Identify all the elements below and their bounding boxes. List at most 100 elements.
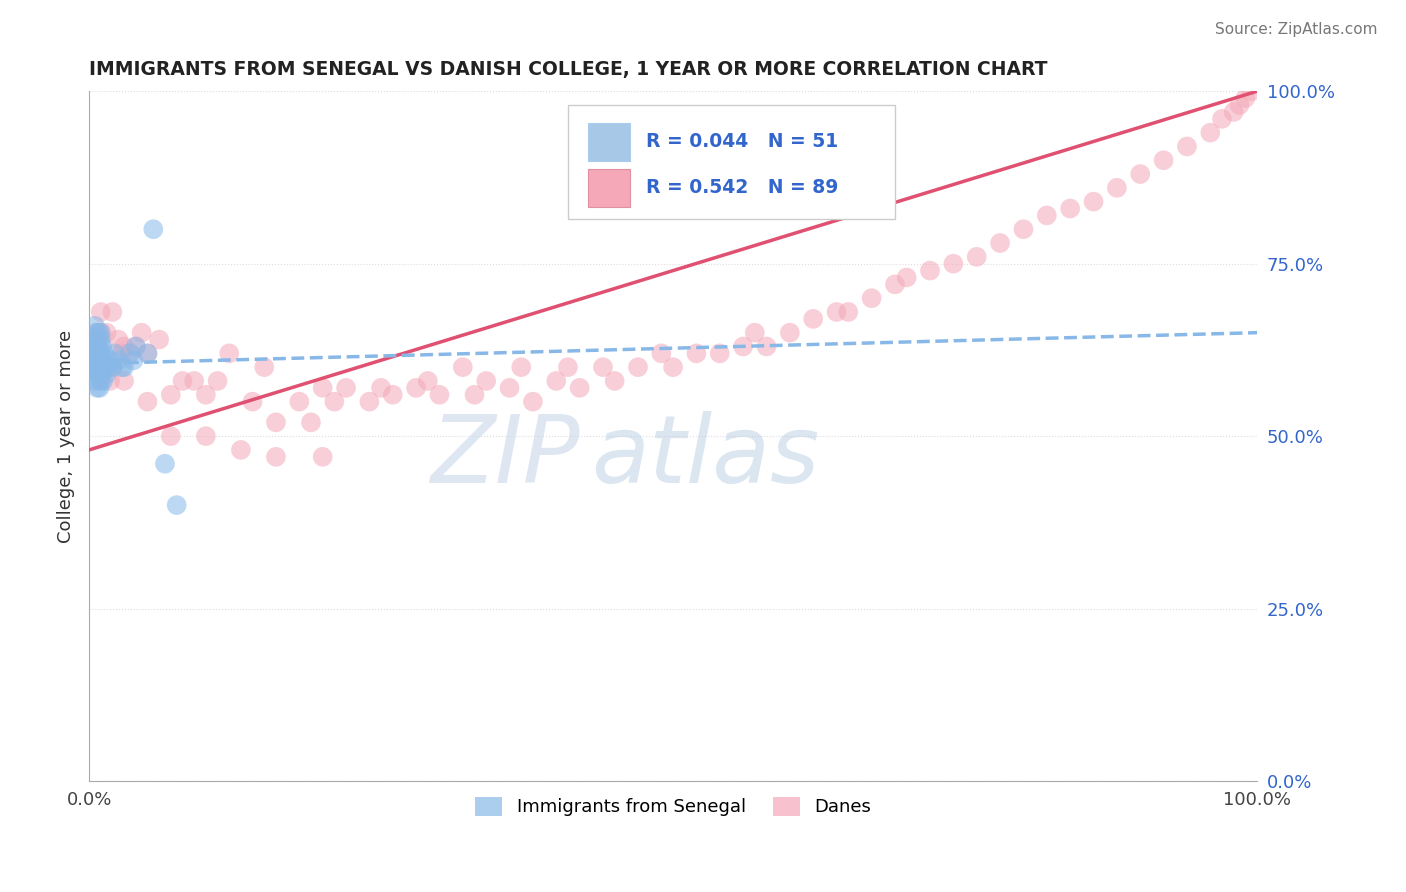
Point xyxy=(89,346,111,360)
Point xyxy=(405,381,427,395)
Point xyxy=(1222,105,1244,120)
Point xyxy=(1105,181,1128,195)
Point xyxy=(323,394,346,409)
Point xyxy=(136,346,159,360)
Point xyxy=(860,291,883,305)
Point xyxy=(90,353,112,368)
Point xyxy=(825,305,848,319)
Point xyxy=(429,388,451,402)
Point xyxy=(91,360,114,375)
Point xyxy=(1234,91,1257,105)
Point xyxy=(942,257,965,271)
Point xyxy=(966,250,988,264)
Point xyxy=(84,360,107,375)
FancyBboxPatch shape xyxy=(588,169,630,207)
Point xyxy=(122,353,145,368)
Point xyxy=(90,333,112,347)
Point xyxy=(207,374,229,388)
Point xyxy=(89,381,111,395)
Text: R = 0.044   N = 51: R = 0.044 N = 51 xyxy=(647,132,838,151)
Point xyxy=(627,360,650,375)
Point xyxy=(311,450,333,464)
Point xyxy=(475,374,498,388)
Point xyxy=(546,374,568,388)
Point xyxy=(91,360,114,375)
Point xyxy=(194,388,217,402)
Point xyxy=(84,333,107,347)
Point xyxy=(335,381,357,395)
Point xyxy=(84,367,107,381)
Point xyxy=(229,442,252,457)
Point xyxy=(1036,208,1059,222)
Point xyxy=(733,339,755,353)
Point xyxy=(87,353,110,368)
Point xyxy=(90,326,112,340)
Point xyxy=(87,326,110,340)
Point xyxy=(104,346,127,360)
Point xyxy=(118,346,141,360)
Point xyxy=(370,381,392,395)
Point xyxy=(90,353,112,368)
Point xyxy=(172,374,194,388)
Point xyxy=(87,326,110,340)
Point xyxy=(153,457,176,471)
Text: ZIP: ZIP xyxy=(430,411,579,502)
Point xyxy=(107,333,129,347)
Point xyxy=(451,360,474,375)
Point xyxy=(86,333,108,347)
Point xyxy=(1240,84,1263,98)
Point xyxy=(1059,202,1081,216)
Point xyxy=(463,388,485,402)
Point xyxy=(1012,222,1035,236)
Point xyxy=(89,360,111,375)
Point xyxy=(242,394,264,409)
Point xyxy=(101,305,124,319)
Point xyxy=(93,360,115,375)
Point xyxy=(98,374,121,388)
Point xyxy=(801,311,824,326)
Point xyxy=(84,326,107,340)
Point xyxy=(97,360,120,375)
Point xyxy=(90,305,112,319)
Point xyxy=(603,374,626,388)
Point xyxy=(1211,112,1233,126)
Point xyxy=(498,381,520,395)
Point xyxy=(779,326,801,340)
FancyBboxPatch shape xyxy=(588,122,630,161)
Point xyxy=(510,360,533,375)
Point xyxy=(90,346,112,360)
Point xyxy=(1083,194,1105,209)
Point xyxy=(90,326,112,340)
Point xyxy=(662,360,685,375)
Point xyxy=(896,270,918,285)
Point xyxy=(86,381,108,395)
Point xyxy=(101,360,124,375)
Point xyxy=(709,346,731,360)
Point xyxy=(84,318,107,333)
Point xyxy=(311,381,333,395)
Text: R = 0.542   N = 89: R = 0.542 N = 89 xyxy=(647,178,838,197)
Y-axis label: College, 1 year or more: College, 1 year or more xyxy=(58,329,75,542)
Point xyxy=(194,429,217,443)
FancyBboxPatch shape xyxy=(568,105,896,219)
Point xyxy=(142,222,165,236)
Point xyxy=(131,326,153,340)
Point xyxy=(89,367,111,381)
Point xyxy=(183,374,205,388)
Point xyxy=(91,374,114,388)
Point xyxy=(87,367,110,381)
Point xyxy=(166,498,188,512)
Point xyxy=(84,346,107,360)
Point xyxy=(101,360,124,375)
Point xyxy=(918,263,941,277)
Point xyxy=(1153,153,1175,168)
Point xyxy=(125,339,148,353)
Point xyxy=(159,388,181,402)
Point xyxy=(837,305,859,319)
Legend: Immigrants from Senegal, Danes: Immigrants from Senegal, Danes xyxy=(468,790,879,823)
Point xyxy=(264,415,287,429)
Point xyxy=(264,450,287,464)
Point xyxy=(522,394,544,409)
Point xyxy=(136,346,159,360)
Point xyxy=(416,374,439,388)
